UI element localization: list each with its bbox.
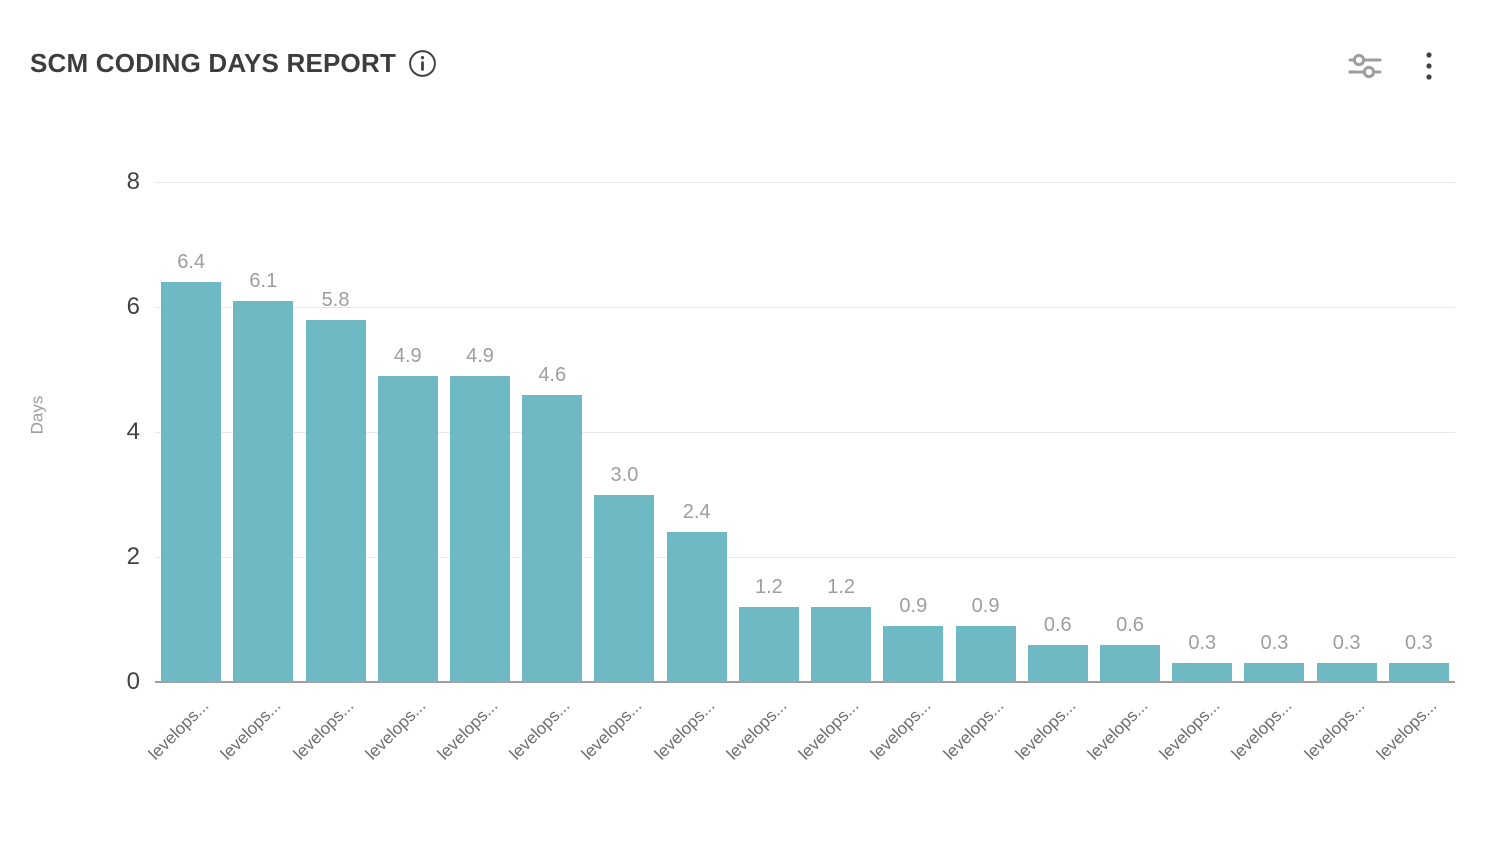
info-icon[interactable] bbox=[408, 49, 437, 78]
bar-column: 1.2 levelops... bbox=[723, 182, 805, 764]
page-title: SCM CODING DAYS REPORT bbox=[30, 48, 397, 78]
bar[interactable] bbox=[738, 607, 799, 682]
bar[interactable] bbox=[955, 625, 1016, 682]
gridline bbox=[155, 432, 1455, 433]
x-tick-label: levelops... bbox=[1011, 696, 1080, 764]
bar-column: 0.3 levelops... bbox=[1301, 182, 1383, 764]
bar-column: 6.1 levelops... bbox=[217, 182, 299, 764]
bar[interactable] bbox=[449, 375, 510, 682]
bar-column: 4.9 levelops... bbox=[362, 182, 444, 764]
bar-value-label: 4.9 bbox=[393, 344, 422, 367]
bar[interactable] bbox=[1316, 663, 1377, 682]
bar-value-label: 5.8 bbox=[321, 288, 350, 311]
bar-value-label: 3.0 bbox=[610, 463, 639, 486]
gridline bbox=[155, 557, 1455, 558]
bar-column: 3.0 levelops... bbox=[578, 182, 660, 764]
y-tick-label: 0 bbox=[126, 668, 140, 695]
y-tick-label: 4 bbox=[126, 418, 140, 445]
bar[interactable] bbox=[883, 625, 944, 682]
bar-column: 0.3 levelops... bbox=[1373, 182, 1455, 764]
bar-value-label: 1.2 bbox=[754, 576, 783, 598]
x-tick-label: levelops... bbox=[1372, 696, 1441, 764]
bar[interactable] bbox=[1172, 663, 1233, 682]
bar-value-label: 0.3 bbox=[1332, 632, 1361, 655]
x-tick-label: levelops... bbox=[1156, 696, 1224, 764]
x-tick-label: levelops... bbox=[578, 696, 646, 764]
x-tick-label: levelops... bbox=[1083, 696, 1152, 764]
gridline bbox=[155, 182, 1455, 183]
y-axis-ticks: 0 2 4 6 8 bbox=[0, 168, 140, 695]
x-tick-label: levelops... bbox=[867, 696, 935, 764]
sliders-icon[interactable] bbox=[1348, 50, 1382, 82]
bar-column: 2.4 levelops... bbox=[651, 182, 733, 764]
bar-value-label: 0.3 bbox=[1260, 632, 1289, 655]
bar[interactable] bbox=[377, 375, 438, 682]
bar[interactable] bbox=[233, 300, 294, 682]
x-tick-label: levelops... bbox=[361, 696, 430, 764]
x-tick-label: levelops... bbox=[433, 696, 502, 764]
report-header: SCM CODING DAYS REPORT bbox=[30, 48, 1462, 92]
bar-column: 5.8 levelops... bbox=[289, 182, 371, 764]
title-wrap: SCM CODING DAYS REPORT bbox=[30, 48, 437, 79]
x-tick-label: levelops... bbox=[939, 696, 1007, 764]
x-axis-line bbox=[155, 681, 1455, 683]
bar[interactable] bbox=[522, 394, 583, 682]
bar-column: 0.9 levelops... bbox=[939, 182, 1021, 764]
bar[interactable] bbox=[811, 607, 872, 682]
bar-column: 0.3 levelops... bbox=[1228, 182, 1310, 764]
bar[interactable] bbox=[1244, 663, 1305, 682]
bar-value-label: 4.6 bbox=[538, 363, 567, 386]
x-tick-label: levelops... bbox=[794, 696, 863, 764]
kebab-menu-icon[interactable] bbox=[1424, 50, 1434, 82]
x-tick-label: levelops... bbox=[722, 696, 791, 764]
y-tick-label: 8 bbox=[126, 168, 140, 195]
bar-value-label: 0.9 bbox=[971, 594, 1000, 617]
bar-value-label: 0.6 bbox=[1043, 613, 1072, 636]
bar[interactable] bbox=[594, 494, 655, 682]
bar-column: 4.9 levelops... bbox=[434, 182, 516, 764]
bar[interactable] bbox=[1099, 644, 1160, 682]
bar-column: 0.6 levelops... bbox=[1012, 182, 1094, 764]
bar-column: 0.9 levelops... bbox=[867, 182, 949, 764]
bar[interactable] bbox=[305, 319, 366, 682]
x-tick-label: levelops... bbox=[1300, 696, 1369, 764]
bar-column: 6.4 levelops... bbox=[145, 182, 227, 764]
x-tick-label: levelops... bbox=[144, 696, 213, 764]
bar-value-label: 0.9 bbox=[899, 594, 928, 617]
gridline bbox=[155, 307, 1455, 308]
bar-value-label: 2.4 bbox=[682, 501, 711, 523]
header-actions bbox=[1348, 50, 1434, 82]
bar-column: 0.3 levelops... bbox=[1156, 182, 1238, 764]
plot-area: 6.4 levelops... 6.1 levelops... 5.8 levelops.… bbox=[145, 182, 1455, 764]
x-tick-label: levelops... bbox=[217, 696, 285, 764]
bar-value-label: 0.6 bbox=[1116, 613, 1144, 636]
bar-value-label: 0.3 bbox=[1404, 632, 1433, 655]
y-tick-label: 6 bbox=[126, 293, 140, 320]
bar-column: 4.6 levelops... bbox=[506, 182, 588, 764]
x-tick-label: levelops... bbox=[289, 696, 357, 764]
bar-column: 0.6 levelops... bbox=[1084, 182, 1166, 764]
x-tick-label: levelops... bbox=[650, 696, 719, 764]
bar-value-label: 4.9 bbox=[466, 344, 494, 367]
bar-value-label: 1.2 bbox=[827, 576, 856, 598]
bar[interactable] bbox=[1027, 644, 1088, 682]
bar-column: 1.2 levelops... bbox=[795, 182, 877, 764]
bar-value-label: 6.1 bbox=[249, 269, 278, 292]
bar[interactable] bbox=[161, 282, 222, 682]
x-tick-label: levelops... bbox=[506, 696, 574, 764]
bar-value-label: 6.4 bbox=[177, 251, 206, 273]
y-tick-label: 2 bbox=[126, 543, 140, 570]
bar[interactable] bbox=[666, 532, 727, 682]
bar-value-label: 0.3 bbox=[1188, 632, 1217, 655]
x-tick-label: levelops... bbox=[1228, 696, 1296, 764]
bar[interactable] bbox=[1388, 663, 1449, 682]
